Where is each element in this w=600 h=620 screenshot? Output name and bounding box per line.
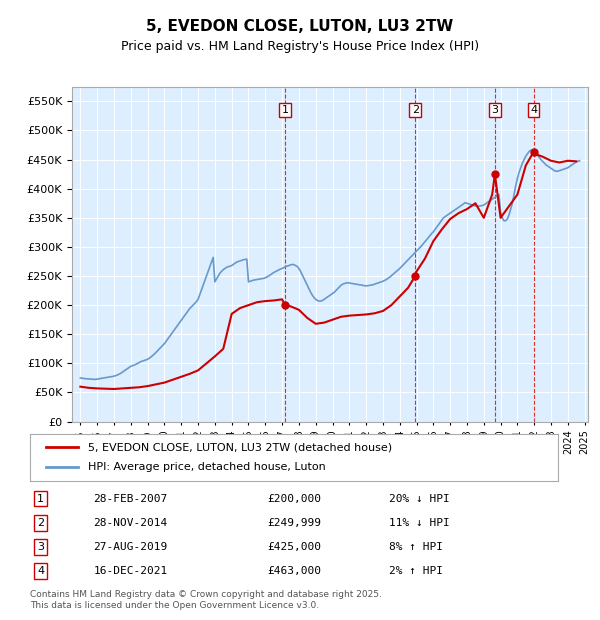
Text: HPI: Average price, detached house, Luton: HPI: Average price, detached house, Luto…	[88, 463, 326, 472]
Text: 2: 2	[412, 105, 419, 115]
Text: 2: 2	[37, 518, 44, 528]
Text: Price paid vs. HM Land Registry's House Price Index (HPI): Price paid vs. HM Land Registry's House …	[121, 40, 479, 53]
Text: 3: 3	[37, 542, 44, 552]
Text: 27-AUG-2019: 27-AUG-2019	[94, 542, 167, 552]
Text: 1: 1	[37, 494, 44, 503]
Text: 8% ↑ HPI: 8% ↑ HPI	[389, 542, 443, 552]
Text: 4: 4	[530, 105, 537, 115]
Text: 5, EVEDON CLOSE, LUTON, LU3 2TW (detached house): 5, EVEDON CLOSE, LUTON, LU3 2TW (detache…	[88, 442, 392, 452]
Text: 1: 1	[281, 105, 289, 115]
Text: 4: 4	[37, 566, 44, 576]
Text: 28-FEB-2007: 28-FEB-2007	[94, 494, 167, 503]
Text: £249,999: £249,999	[268, 518, 322, 528]
Text: 20% ↓ HPI: 20% ↓ HPI	[389, 494, 450, 503]
Text: £200,000: £200,000	[268, 494, 322, 503]
Text: £425,000: £425,000	[268, 542, 322, 552]
Text: Contains HM Land Registry data © Crown copyright and database right 2025.
This d: Contains HM Land Registry data © Crown c…	[30, 590, 382, 609]
Text: 16-DEC-2021: 16-DEC-2021	[94, 566, 167, 576]
Text: 28-NOV-2014: 28-NOV-2014	[94, 518, 167, 528]
Text: 2% ↑ HPI: 2% ↑ HPI	[389, 566, 443, 576]
Text: 5, EVEDON CLOSE, LUTON, LU3 2TW: 5, EVEDON CLOSE, LUTON, LU3 2TW	[146, 19, 454, 33]
Text: £463,000: £463,000	[268, 566, 322, 576]
Text: 3: 3	[491, 105, 499, 115]
Text: 11% ↓ HPI: 11% ↓ HPI	[389, 518, 450, 528]
